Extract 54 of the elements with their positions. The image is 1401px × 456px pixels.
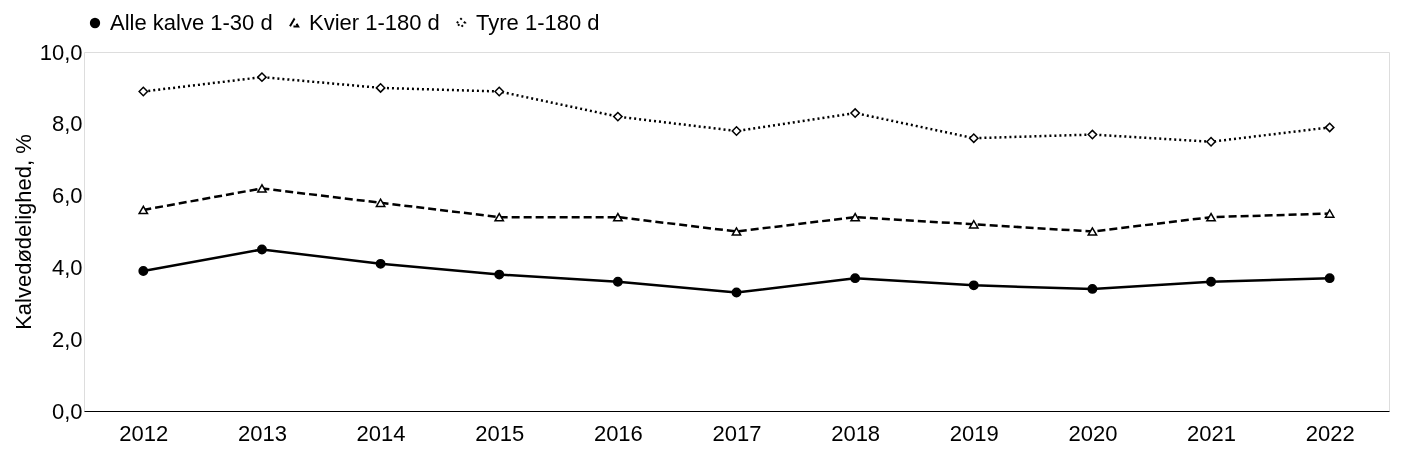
point: [1206, 276, 1216, 287]
x-tick-label: 2016: [593, 420, 643, 446]
point: [375, 198, 386, 208]
point: [1324, 209, 1335, 218]
x-tick-label: 2020: [1068, 420, 1118, 446]
x-tick-label: 2018: [831, 420, 881, 446]
point: [731, 126, 742, 136]
point: [138, 266, 149, 276]
point: [850, 212, 861, 222]
point: [850, 108, 861, 118]
point: [257, 72, 267, 83]
point: [968, 280, 979, 291]
point: [375, 258, 386, 269]
x-tick-label: 2013: [237, 420, 287, 446]
point: [850, 273, 861, 284]
point: [968, 133, 979, 144]
x-tick-label: 2017: [712, 420, 762, 446]
x-tick-label: 2022: [1305, 420, 1355, 446]
x-tick-label: 2014: [356, 420, 406, 446]
point: [612, 111, 623, 122]
y-axis-title: Kalvedødelighed, %: [10, 134, 36, 330]
point: [375, 82, 386, 93]
x-tick-label: 2012: [119, 420, 169, 446]
point: [612, 212, 623, 222]
x-tick-label: 2015: [475, 420, 525, 446]
x-tick-label: 2021: [1187, 420, 1237, 446]
point: [257, 244, 267, 255]
point: [494, 86, 505, 97]
y-tick-label: 6,0: [51, 183, 83, 209]
legend-label: Kvier 1-180 d: [309, 10, 440, 35]
point: [612, 276, 623, 287]
point: [138, 86, 149, 97]
point: [1324, 122, 1335, 133]
point: [257, 184, 267, 193]
point: [494, 212, 505, 222]
point: [494, 269, 505, 280]
point: [731, 287, 742, 298]
point: [1206, 212, 1216, 222]
point: [138, 205, 149, 215]
point: [731, 227, 742, 236]
point: [968, 219, 979, 229]
point: [1087, 227, 1098, 236]
x-tick-label: 2019: [949, 420, 999, 446]
legend-label: Tyre 1-180 d: [476, 10, 600, 35]
y-tick-label: 8,0: [51, 111, 83, 137]
y-tick-label: 4,0: [51, 254, 83, 280]
y-tick-label: 2,0: [51, 326, 83, 352]
legend-label: Alle kalve 1-30 d: [110, 10, 273, 35]
y-tick-label: 10,0: [39, 39, 83, 65]
point: [1087, 129, 1098, 140]
point: [1206, 136, 1216, 147]
point: [1087, 284, 1098, 294]
y-tick-label: 0,0: [51, 398, 83, 424]
point: [1324, 273, 1335, 284]
